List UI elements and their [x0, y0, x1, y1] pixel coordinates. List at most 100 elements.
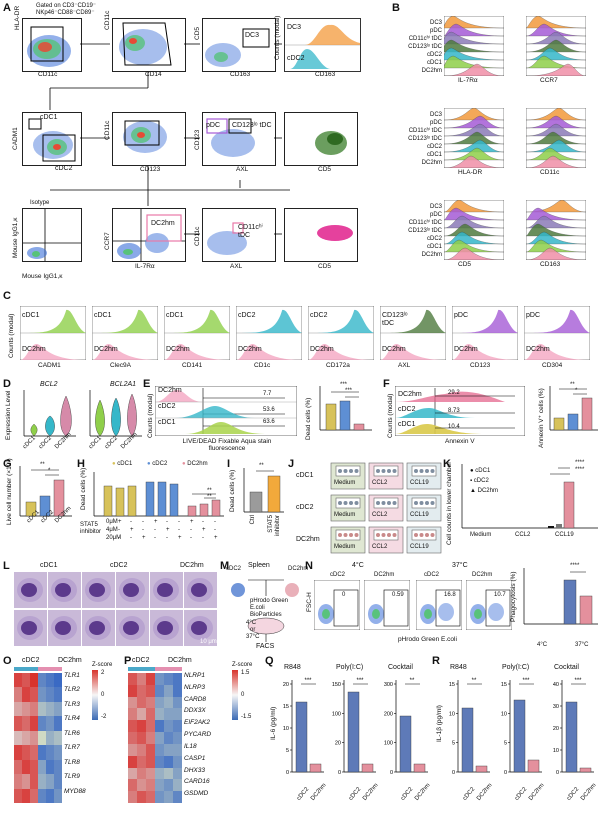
heatmap-cell	[14, 788, 22, 803]
panel-letter-e: E	[143, 378, 151, 390]
cell-dot	[414, 533, 418, 537]
zscore-tick: -1.5	[241, 714, 252, 720]
axis-label: IL-7Rα	[135, 263, 155, 270]
dot-cloud	[207, 222, 247, 255]
histogram-row-label: cDC2	[426, 144, 442, 150]
heatmap-col: cDC2	[132, 657, 150, 664]
bar-ylabel: Cell counts in lower chamber	[446, 461, 453, 545]
overlay-histogram	[92, 306, 158, 360]
transwell-row-label: DC2hm	[296, 536, 320, 543]
histogram-row-label: cDC2	[426, 236, 442, 242]
histogram-curve	[526, 155, 586, 168]
bar-xlabel: CCL2	[515, 532, 531, 538]
dose-cell: -	[142, 527, 144, 533]
sig-mark: ***	[340, 382, 348, 388]
histogram-row-label: DC2hm	[421, 160, 442, 166]
heatmap-cell	[46, 687, 54, 702]
bar-xlabel: CCL19	[555, 532, 574, 538]
schematic-facs: FACS	[256, 643, 275, 650]
cell-dot	[381, 533, 386, 537]
y-tick-label: 15	[283, 704, 289, 710]
histogram-bottom-label: DC2hm	[238, 346, 262, 353]
heatmap-cell	[38, 774, 46, 789]
micrograph-tile	[184, 572, 217, 608]
panel-letter-q: Q	[265, 655, 274, 667]
panel-n-facs: 0 0.59 16.8 10.7	[314, 580, 512, 632]
cell-dot	[343, 469, 348, 473]
flow-plot-isotype	[22, 208, 82, 262]
micrograph-tile	[48, 572, 81, 608]
heatmap-cell	[155, 673, 164, 685]
histogram-row-label: DC3	[429, 112, 442, 118]
dose-cell: +	[142, 535, 146, 541]
heatmap-cell	[30, 716, 38, 731]
cell-nucleus	[21, 583, 37, 597]
panel-c-ylabel: Counts (modal)	[8, 313, 15, 358]
cell-dot	[414, 469, 418, 473]
scale-bar-label: 10 μm	[200, 639, 217, 645]
schematic-temp: or	[250, 627, 256, 633]
histogram-curve	[444, 115, 504, 129]
facs-plot	[364, 580, 410, 630]
histogram-curve	[526, 16, 586, 29]
heatmap-gene-label: EIF2AK2	[184, 719, 211, 727]
histogram-curve	[444, 207, 504, 221]
heatmap-cell	[128, 755, 137, 768]
histogram-curve	[526, 139, 586, 153]
plot-frame	[466, 580, 512, 630]
heatmap-cell	[146, 673, 155, 685]
cell-nucleus	[21, 621, 37, 635]
histogram-xlabel: IL-7Rα	[458, 77, 478, 84]
zscore-tick: 2	[101, 670, 105, 676]
bar-cdc2	[565, 701, 578, 773]
cell-nucleus	[123, 621, 139, 635]
heatmap-cell	[137, 791, 146, 803]
sig-mark: **	[259, 463, 264, 469]
panel-g-bars	[19, 466, 72, 517]
heatmap-cell	[137, 779, 146, 792]
transwell-well	[330, 526, 366, 554]
cytokine-bar-chart: 0 5 10 15 **	[449, 678, 490, 776]
top-population-curve	[92, 309, 158, 333]
well-label: CCL2	[372, 544, 388, 550]
heatmap-gene-label: CARD16	[184, 778, 210, 786]
heatmap-cell	[14, 687, 22, 702]
y-tick-label: 0	[556, 770, 559, 776]
histogram-xlabel: HLA-DR	[458, 169, 483, 176]
plot-frame	[314, 580, 360, 630]
histogram-top-label: CD123ˡᵒ tDC	[382, 312, 408, 327]
axis-label: CD5	[318, 166, 332, 173]
panel-letter-b: B	[392, 2, 400, 14]
heatmap-cell	[30, 730, 38, 746]
transwell-well	[330, 494, 366, 522]
schematic-cell: cDC2	[226, 566, 242, 572]
subpanel-title: Cocktail	[388, 664, 413, 671]
histogram-bottom-label: DC2hm	[526, 346, 550, 353]
heatmap-cell	[46, 730, 54, 746]
heatmap-gene-label: CARD8	[184, 695, 207, 703]
histogram-curve	[526, 207, 586, 221]
cell-nucleus	[55, 583, 71, 597]
histogram-row-label: CD123ˡᵒ tDC	[408, 136, 442, 142]
heatmap-gene-label: DDX3X	[184, 707, 206, 715]
sig-mark: ****	[570, 563, 580, 569]
heatmap-col: DC2hm	[58, 657, 82, 664]
bar-ylabel: Live cell number (×10³)	[6, 458, 13, 525]
cell-nucleus	[123, 583, 139, 597]
panel-letter-m: M	[220, 560, 230, 572]
subpanel-title: R848	[284, 664, 301, 671]
top-population-curve	[308, 309, 374, 333]
histogram-bottom-label: DC2hm	[22, 346, 46, 353]
histogram-row-label: pDC	[429, 120, 442, 126]
y-tick-label: 0	[286, 770, 289, 776]
cell-dot	[419, 469, 424, 473]
cell-dot	[387, 469, 391, 473]
cytokine-bar-chart: 0 10 20 30 40 ***	[553, 678, 594, 776]
panel-r-bars: R848 0 5 10 15 ** cDC2 DC2hm Poly(I:C) 0 5 10 15 *** c…	[444, 664, 600, 812]
cell-dot	[343, 533, 348, 537]
heatmap-cell	[155, 696, 164, 709]
histogram-row-label: CD123ˡᵒ tDC	[408, 228, 442, 234]
histogram-curve	[444, 200, 504, 213]
heatmap-cell	[173, 767, 182, 780]
histogram-curve	[526, 108, 586, 121]
